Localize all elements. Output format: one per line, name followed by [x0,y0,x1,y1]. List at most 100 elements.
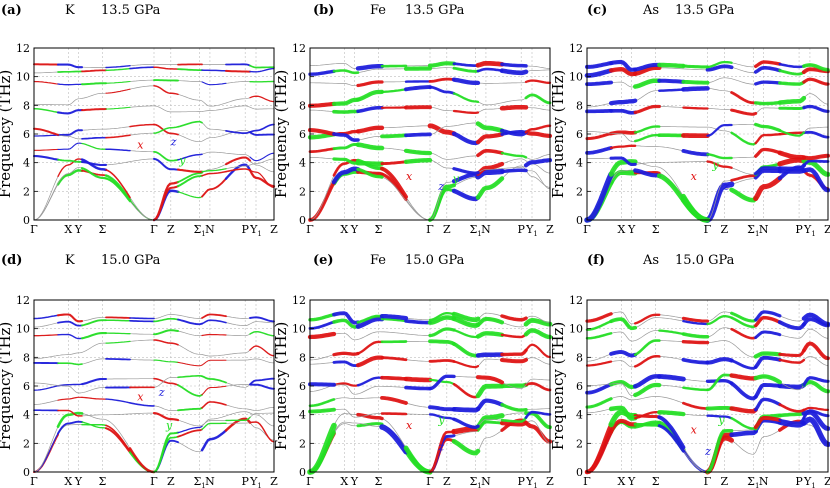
k-point-label: Y1 [803,223,816,238]
projection-band [380,375,408,381]
y-tick-label: 8 [576,99,583,112]
projection-band [681,332,710,339]
projection-band [428,77,456,83]
projection-band [105,148,131,152]
projection-band [356,80,384,88]
projection-band [657,415,686,450]
y-tick-label: 10 [569,323,583,336]
k-point-label: Y [627,475,636,488]
polarization-label: x [406,170,413,183]
projection-band [777,163,806,171]
projection-band [585,397,613,409]
projection-band [730,417,757,430]
projection-band [105,80,131,84]
k-point-label: Z [546,475,554,488]
y-tick-label: 12 [16,294,30,307]
projection-band [177,375,203,379]
projection-band [332,158,360,177]
projection-band [802,130,830,139]
projection-band [801,153,830,161]
k-point-label: P [241,475,249,488]
polarization-label: z [170,135,177,148]
projection-band [451,316,481,328]
polarization-label: y [437,413,445,426]
projection-band [585,80,613,86]
k-point-label: Σ [652,223,660,236]
projection-band [451,131,481,146]
k-point-label: Z [443,475,451,488]
projection-band [475,383,505,399]
projection-band [201,333,227,337]
pressure-label: 15.0 GPa [675,253,735,268]
y-tick-label: 6 [23,380,30,393]
projection-band [403,376,433,383]
projection-band [500,357,528,364]
projection-band [608,98,638,106]
projection-band [355,64,385,71]
projection-band [81,319,107,327]
projection-band [452,417,480,430]
projection-band [249,95,275,103]
projection-band [754,80,782,86]
projection-band [658,88,685,92]
projection-band [524,343,552,359]
projection-band [754,147,782,158]
projection-band [753,315,782,328]
projection-band [249,123,275,133]
projection-band [801,167,830,193]
projection-band [802,104,830,113]
projection-band [753,383,782,399]
projection-band [249,152,275,162]
projection-band [730,327,757,340]
projection-band [201,319,227,325]
y-tick-label: 4 [576,409,583,422]
projection-band [730,316,757,329]
projection-band [729,429,758,438]
projection-band [428,378,456,386]
projection-band [584,68,614,78]
projection-band [475,398,505,411]
pressure-label: 13.5 GPa [675,3,735,18]
projection-band [802,63,830,72]
projection-band [452,360,480,369]
projection-band [177,318,203,326]
projection-band [81,142,107,150]
projection-band [451,406,481,413]
projection-band [585,382,613,395]
projection-band [404,132,432,138]
k-point-label: Y1 [525,475,538,488]
projection-band [81,82,107,86]
projection-band [176,168,204,173]
panel-d: (d) K 15.0 GPa 0 2 4 6 8 10 12 Frequency (THz) Γ X Y Σ… [0,253,278,488]
projection-band [705,428,734,474]
projection-band [634,125,661,134]
k-point-label: Z [443,223,451,236]
projection-band [585,360,613,367]
projection-band [754,60,782,68]
projection-band [153,317,179,323]
projection-band [633,382,662,398]
projection-band [523,318,553,327]
polarization-label: y [711,158,719,171]
projection-band [705,379,734,385]
y-tick-label: 8 [23,99,30,112]
projection-band [356,376,384,387]
projection-band [57,333,83,340]
projection-band [129,66,155,70]
projection-band [633,422,661,428]
projection-band [584,422,614,475]
k-point-label: N [759,223,769,236]
projection-band [500,403,528,412]
projection-band [681,316,710,323]
projection-band [428,327,456,338]
projection-band [778,106,806,110]
projection-band [105,358,131,361]
projection-band [609,156,637,166]
projection-band [57,320,83,327]
projection-band [500,314,528,322]
projection-band [682,319,709,326]
k-point-label: N [205,475,215,488]
projection-band [249,316,275,323]
k-point-label: X [64,475,72,488]
